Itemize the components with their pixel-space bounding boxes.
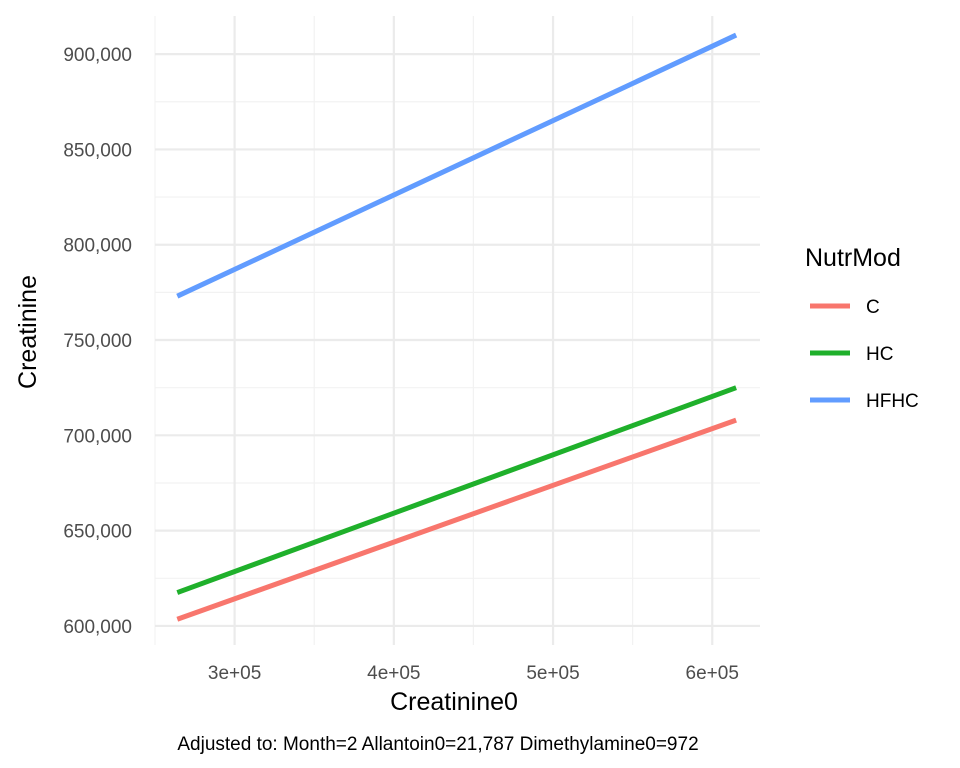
y-tick-label: 800,000 [63, 236, 132, 257]
y-axis-title: Creatinine [14, 275, 42, 389]
x-tick-label: 3e+05 [208, 663, 261, 684]
legend: NutrMod C HC HFHC [805, 244, 919, 412]
series-line-hc [176, 385, 737, 595]
series-lines [176, 32, 738, 622]
chart-caption: Adjusted to: Month=2 Allantoin0=21,787 D… [177, 734, 698, 755]
legend-label-hc: HC [866, 344, 893, 365]
x-axis-title: Creatinine0 [390, 688, 518, 716]
y-tick-label: 750,000 [63, 331, 132, 352]
grid-minor [154, 16, 760, 645]
y-axis-ticks: 600,000 650,000 700,000 750,000 800,000 850,0… [63, 45, 132, 638]
legend-label-c: C [866, 297, 880, 318]
legend-title: NutrMod [805, 244, 901, 272]
series-line-c [176, 417, 737, 622]
grid-major [155, 16, 760, 645]
y-tick-label: 850,000 [63, 140, 132, 161]
x-tick-label: 6e+05 [686, 663, 739, 684]
series-line-hfhc [176, 32, 738, 299]
x-tick-label: 4e+05 [367, 663, 420, 684]
y-tick-label: 700,000 [63, 426, 132, 447]
x-axis-ticks: 3e+05 4e+05 5e+05 6e+05 [208, 663, 739, 684]
x-tick-label: 5e+05 [526, 663, 579, 684]
legend-label-hfhc: HFHC [866, 391, 919, 412]
legend-items: C HC HFHC [810, 297, 919, 412]
y-tick-label: 650,000 [63, 522, 132, 543]
y-tick-label: 600,000 [63, 617, 132, 638]
y-tick-label: 900,000 [63, 45, 132, 66]
